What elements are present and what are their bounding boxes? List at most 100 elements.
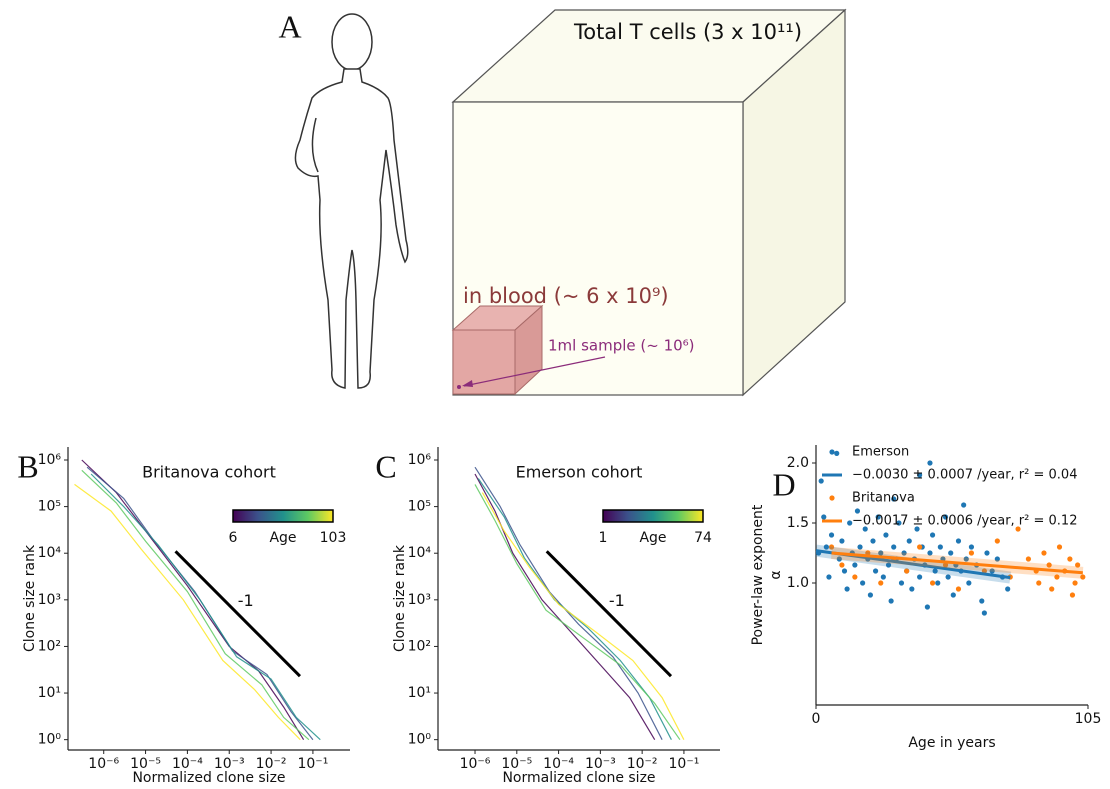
y-tick-label: 1.5 xyxy=(787,515,809,531)
colorbar-min: 1 xyxy=(599,530,608,546)
data-point xyxy=(852,562,858,568)
data-point xyxy=(854,508,861,514)
legend-label: −0.0030 ± 0.0007 /year, r² = 0.04 xyxy=(852,468,1077,483)
data-point xyxy=(872,568,879,574)
data-point xyxy=(1067,556,1073,562)
data-point xyxy=(1041,550,1047,556)
panel-label: A xyxy=(278,8,301,44)
data-point xyxy=(906,538,912,544)
arrow-head xyxy=(462,380,473,387)
data-point xyxy=(968,550,975,556)
y-tick-label: 10⁰ xyxy=(408,732,432,748)
data-point xyxy=(860,580,866,586)
legend-marker xyxy=(829,449,835,455)
panel-label: D xyxy=(772,466,795,502)
y-tick-label: 10² xyxy=(408,638,431,654)
data-point xyxy=(870,538,876,544)
data-point xyxy=(841,568,848,574)
colorbar-label: Age xyxy=(269,530,296,546)
data-point xyxy=(1072,580,1078,586)
data-point xyxy=(847,520,853,526)
y-tick-label: 10⁴ xyxy=(38,545,62,561)
data-point xyxy=(981,610,987,616)
data-point xyxy=(924,604,930,610)
data-point xyxy=(989,568,995,574)
clone-curve xyxy=(90,473,321,741)
data-point xyxy=(1054,574,1060,580)
data-point xyxy=(909,586,915,592)
x-tick-label: 10⁻³ xyxy=(214,756,245,772)
y-tick-label: 10³ xyxy=(38,592,61,608)
data-point xyxy=(1069,592,1076,598)
data-point xyxy=(891,544,897,550)
y-tick-label: 10² xyxy=(38,638,61,654)
data-point xyxy=(1046,562,1052,568)
slope-label: -1 xyxy=(609,591,625,610)
colorbar-max: 103 xyxy=(320,530,347,546)
x-tick-label: 10⁻¹ xyxy=(297,756,328,772)
data-point xyxy=(834,450,840,456)
clone-curve xyxy=(474,466,663,740)
y-tick-label: 10¹ xyxy=(38,685,61,701)
data-point xyxy=(862,526,868,532)
data-point xyxy=(836,556,842,562)
legend-label: Emerson xyxy=(852,445,909,460)
data-point xyxy=(885,562,892,568)
sample-dot xyxy=(457,385,461,389)
data-point xyxy=(1049,586,1055,592)
data-point xyxy=(1025,556,1032,562)
x-tick-label: 10⁻³ xyxy=(585,756,616,772)
total-label: Total T cells (3 x 10¹¹) xyxy=(573,20,802,44)
data-point xyxy=(880,574,886,580)
data-point xyxy=(878,580,884,586)
chart-title: Emerson cohort xyxy=(516,463,643,482)
x-tick-label: 10⁻⁵ xyxy=(501,756,532,772)
data-point xyxy=(945,574,951,580)
data-point xyxy=(935,580,941,586)
blood-label: in blood (~ 6 x 10⁹) xyxy=(463,284,669,308)
clone-curve xyxy=(481,492,685,740)
data-point xyxy=(961,502,967,508)
data-point xyxy=(828,532,835,538)
small-cube xyxy=(451,304,544,396)
data-point xyxy=(917,574,923,580)
data-point xyxy=(968,544,975,550)
data-point xyxy=(898,580,905,586)
colorbar-label: Age xyxy=(639,530,666,546)
data-point xyxy=(826,574,832,580)
data-point xyxy=(1015,526,1021,532)
sample-label: 1ml sample (~ 10⁶) xyxy=(548,337,695,355)
y-tick-label: 2.0 xyxy=(787,455,809,471)
y-tick-label: 10⁶ xyxy=(38,452,62,468)
small-cube-front xyxy=(452,329,516,395)
x-tick-label: 10⁻⁴ xyxy=(543,756,574,772)
x-tick-label: 10⁻¹ xyxy=(669,756,700,772)
y-tick-label: 1.0 xyxy=(787,575,809,591)
data-point xyxy=(979,598,985,604)
clone-curve xyxy=(74,483,301,741)
y-axis-label: Power-law exponent xyxy=(750,504,766,645)
data-point xyxy=(942,562,949,568)
legend-marker xyxy=(829,495,835,501)
data-point xyxy=(823,544,829,550)
panel-label: B xyxy=(17,448,38,484)
data-point xyxy=(981,568,987,574)
data-point xyxy=(1036,580,1042,586)
arm-gap xyxy=(311,117,319,173)
data-point xyxy=(994,538,1000,544)
data-point xyxy=(867,592,874,598)
slope-line xyxy=(545,550,673,678)
data-point xyxy=(917,472,923,478)
legend-label: Britanova xyxy=(852,491,915,506)
data-point xyxy=(883,532,889,538)
data-point xyxy=(984,550,990,556)
data-point xyxy=(963,556,969,562)
slope-label: -1 xyxy=(238,591,254,610)
data-point xyxy=(904,568,910,574)
y-tick-label: 10⁵ xyxy=(408,499,431,515)
x-tick-label: 0 xyxy=(812,711,821,727)
data-point xyxy=(828,544,835,550)
data-point xyxy=(1080,574,1086,580)
x-tick-label: 10⁻⁴ xyxy=(172,756,203,772)
